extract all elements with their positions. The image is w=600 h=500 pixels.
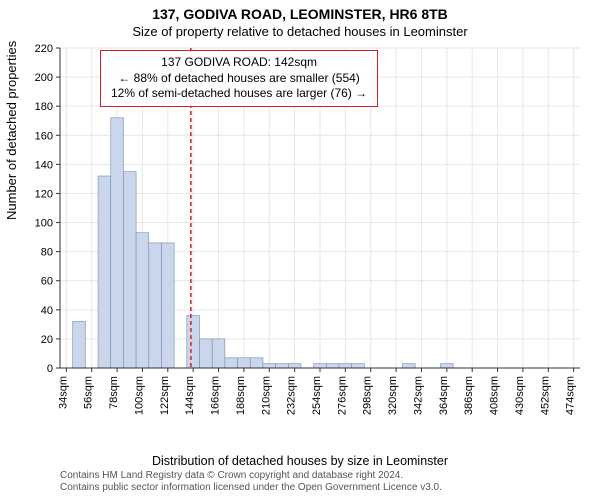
- ytick-label: 40: [41, 305, 53, 317]
- bar: [288, 364, 301, 368]
- ytick-label: 120: [35, 188, 53, 200]
- bar: [238, 358, 251, 368]
- annotation-box: 137 GODIVA ROAD: 142sqm ← 88% of detache…: [100, 50, 378, 107]
- bar: [136, 233, 149, 368]
- bar: [440, 364, 453, 368]
- bar: [326, 364, 339, 368]
- xtick-label: 386sqm: [463, 376, 475, 415]
- xtick-label: 56sqm: [83, 376, 95, 409]
- ytick-label: 60: [41, 276, 53, 288]
- xtick-label: 232sqm: [286, 376, 298, 415]
- xtick-label: 320sqm: [387, 376, 399, 415]
- bar: [402, 364, 415, 368]
- annotation-line1: 137 GODIVA ROAD: 142sqm: [111, 55, 367, 71]
- xtick-label: 364sqm: [438, 376, 450, 415]
- bar: [187, 316, 200, 368]
- bar: [98, 176, 111, 368]
- xtick-label: 34sqm: [57, 376, 69, 409]
- xtick-label: 276sqm: [336, 376, 348, 415]
- ytick-label: 80: [41, 247, 53, 259]
- bar: [250, 358, 263, 368]
- xtick-label: 430sqm: [514, 376, 526, 415]
- credits-line1: Contains HM Land Registry data © Crown c…: [60, 470, 442, 482]
- xtick-label: 452sqm: [539, 376, 551, 415]
- annotation-line2: ← 88% of detached houses are smaller (55…: [111, 71, 367, 87]
- ytick-label: 220: [35, 43, 53, 55]
- x-axis-label: Distribution of detached houses by size …: [0, 454, 600, 468]
- bar: [276, 364, 289, 368]
- container: 137, GODIVA ROAD, LEOMINSTER, HR6 8TB Si…: [0, 0, 600, 500]
- ytick-label: 180: [35, 101, 53, 113]
- xtick-label: 166sqm: [210, 376, 222, 415]
- ytick-label: 0: [47, 363, 53, 375]
- page-subtitle: Size of property relative to detached ho…: [0, 22, 600, 39]
- ytick-label: 200: [35, 72, 53, 84]
- bar: [212, 339, 225, 368]
- xtick-label: 210sqm: [260, 376, 272, 415]
- ytick-label: 100: [35, 218, 53, 230]
- xtick-label: 342sqm: [412, 376, 424, 415]
- xtick-label: 254sqm: [311, 376, 323, 415]
- page-title: 137, GODIVA ROAD, LEOMINSTER, HR6 8TB: [0, 0, 600, 22]
- bar: [200, 339, 213, 368]
- xtick-label: 298sqm: [362, 376, 374, 415]
- ytick-label: 160: [35, 130, 53, 142]
- annotation-line3: 12% of semi-detached houses are larger (…: [111, 86, 367, 102]
- xtick-label: 78sqm: [108, 376, 120, 409]
- bar: [123, 172, 136, 368]
- bar: [161, 243, 174, 368]
- bar: [225, 358, 238, 368]
- bar: [339, 364, 352, 368]
- ytick-label: 140: [35, 159, 53, 171]
- ytick-label: 20: [41, 334, 53, 346]
- xtick-label: 474sqm: [565, 376, 577, 415]
- y-axis-label: Number of detached properties: [4, 41, 19, 220]
- bar: [314, 364, 327, 368]
- xtick-label: 100sqm: [133, 376, 145, 415]
- xtick-label: 408sqm: [489, 376, 501, 415]
- bar: [149, 243, 162, 368]
- xtick-label: 188sqm: [235, 376, 247, 415]
- bar: [263, 364, 276, 368]
- bar: [111, 118, 124, 368]
- credits: Contains HM Land Registry data © Crown c…: [60, 470, 442, 494]
- xtick-label: 144sqm: [184, 376, 196, 415]
- credits-line2: Contains public sector information licen…: [60, 482, 442, 494]
- bar: [352, 364, 365, 368]
- xtick-label: 122sqm: [159, 376, 171, 415]
- bar: [73, 321, 86, 368]
